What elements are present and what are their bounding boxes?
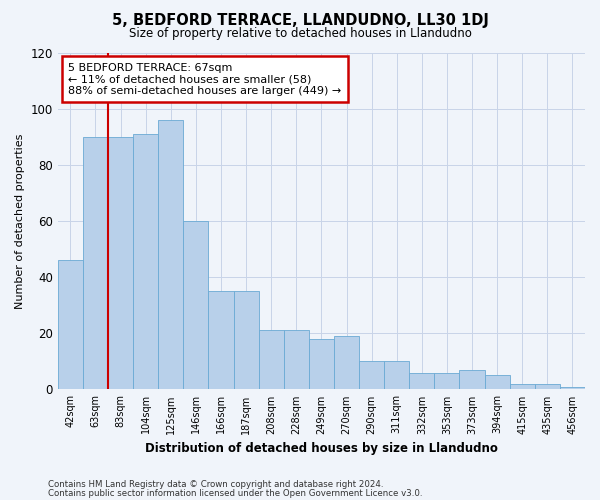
Bar (58, 260, 83, 390)
Bar (259, 330, 284, 390)
Bar (158, 120, 184, 390)
Bar (108, 136, 133, 390)
Bar (535, 384, 560, 390)
Text: 5 BEDFORD TERRACE: 67sqm
← 11% of detached houses are smaller (58)
88% of semi-d: 5 BEDFORD TERRACE: 67sqm ← 11% of detach… (68, 62, 341, 96)
Bar (309, 339, 334, 390)
Bar (460, 370, 485, 390)
Text: Contains public sector information licensed under the Open Government Licence v3: Contains public sector information licen… (48, 488, 422, 498)
Bar (334, 336, 359, 390)
Bar (83, 136, 108, 390)
Bar (359, 362, 384, 390)
X-axis label: Distribution of detached houses by size in Llandudno: Distribution of detached houses by size … (145, 442, 498, 455)
Bar (184, 221, 208, 390)
Text: Contains HM Land Registry data © Crown copyright and database right 2024.: Contains HM Land Registry data © Crown c… (48, 480, 383, 489)
Text: 5, BEDFORD TERRACE, LLANDUDNO, LL30 1DJ: 5, BEDFORD TERRACE, LLANDUDNO, LL30 1DJ (112, 12, 488, 28)
Bar (434, 372, 460, 390)
Bar (384, 362, 409, 390)
Bar (509, 384, 535, 390)
Bar (409, 372, 434, 390)
Bar (485, 376, 509, 390)
Text: Size of property relative to detached houses in Llandudno: Size of property relative to detached ho… (128, 28, 472, 40)
Bar (208, 291, 233, 390)
Bar (133, 134, 158, 390)
Bar (560, 386, 585, 390)
Bar (284, 330, 309, 390)
Y-axis label: Number of detached properties: Number of detached properties (15, 134, 25, 308)
Bar (233, 291, 259, 390)
